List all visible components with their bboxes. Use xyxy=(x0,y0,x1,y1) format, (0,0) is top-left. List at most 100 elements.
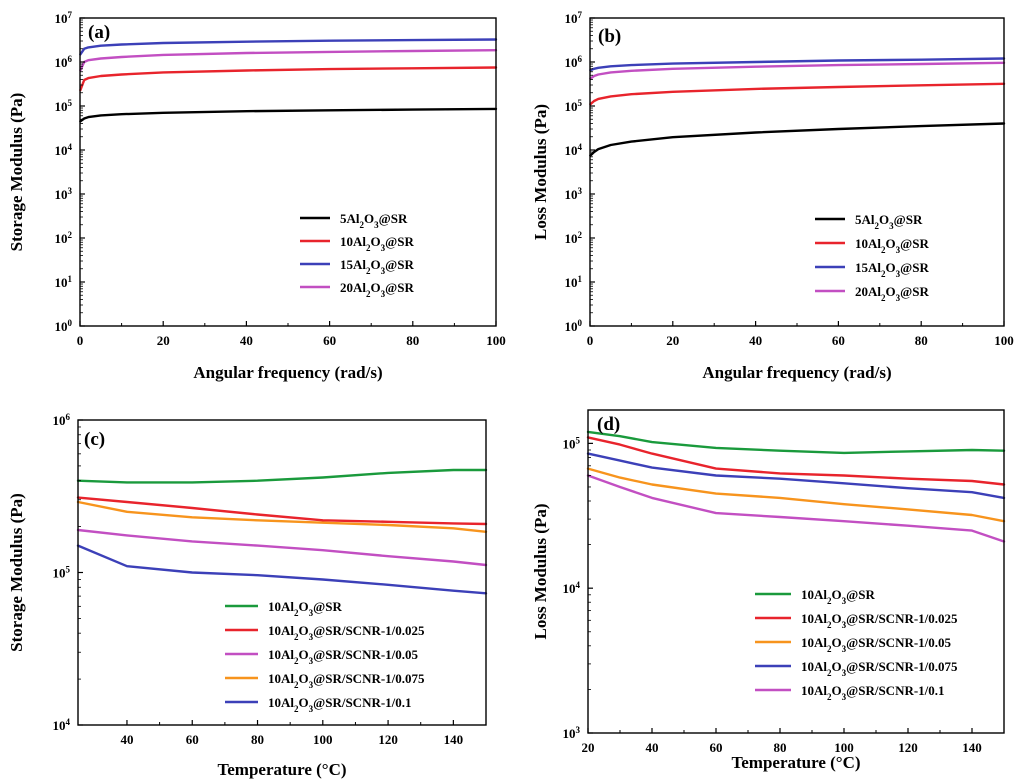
panel-label: (d) xyxy=(597,414,620,435)
y-tick-label: 103 xyxy=(55,186,73,202)
x-tick-label: 140 xyxy=(444,732,464,747)
chart-panel-c: 40 60 80 100 120 140 104 105 106 Temperature (°C)… xyxy=(7,412,488,779)
series-line-3 xyxy=(589,61,1006,80)
y-axis-label: Loss Modulus (Pa) xyxy=(531,104,550,240)
y-tick-label: 104 xyxy=(55,142,73,158)
x-tick-label: 20 xyxy=(157,333,170,348)
x-tick-label: 0 xyxy=(587,333,594,348)
series-line-0 xyxy=(79,107,498,123)
legend-label: 20Al2O3@SR xyxy=(855,284,929,303)
y-tick-label: 104 xyxy=(563,580,581,596)
legend-label: 10Al2O3@SR/SCNR-1/0.075 xyxy=(801,659,958,678)
y-tick-label: 102 xyxy=(565,230,583,246)
y-tick-label: 104 xyxy=(565,142,583,158)
x-tick-label: 100 xyxy=(994,333,1014,348)
x-tick-label: 40 xyxy=(646,740,659,755)
x-tick-label: 120 xyxy=(378,732,398,747)
x-tick-label: 20 xyxy=(582,740,595,755)
y-tick-label: 101 xyxy=(55,274,73,290)
legend-label: 10Al2O3@SR/SCNR-1/0.1 xyxy=(801,683,945,702)
y-tick-label: 105 xyxy=(53,565,71,581)
series-line-4 xyxy=(586,474,1006,543)
y-tick-label: 100 xyxy=(565,318,583,334)
y-tick-label: 103 xyxy=(563,725,581,741)
x-tick-label: 80 xyxy=(251,732,264,747)
legend-label: 5Al2O3@SR xyxy=(855,212,923,231)
y-tick-label: 100 xyxy=(55,318,73,334)
legend-label: 10Al2O3@SR/SCNR-1/0.025 xyxy=(801,611,958,630)
legend-label: 10Al2O3@SR xyxy=(340,234,414,253)
y-tick-label: 101 xyxy=(565,274,583,290)
x-tick-label: 80 xyxy=(774,740,787,755)
legend-label: 15Al2O3@SR xyxy=(340,257,414,276)
legend-label: 15Al2O3@SR xyxy=(855,260,929,279)
y-axis-label: Loss Modulus (Pa) xyxy=(531,503,550,639)
legend-label: 10Al2O3@SR/SCNR-1/0.05 xyxy=(268,647,419,666)
series-line-1 xyxy=(79,66,498,92)
legend-label: 5Al2O3@SR xyxy=(340,211,408,230)
series-line-0 xyxy=(76,468,488,484)
chart-panel-b: 0 20 40 60 80 100 100 101 102 103 104 105 106 107 Angu… xyxy=(531,10,1014,382)
y-tick-label: 105 xyxy=(55,98,73,114)
series-line-2 xyxy=(589,57,1006,72)
series-line-4 xyxy=(76,544,488,595)
y-tick-label: 104 xyxy=(53,717,71,733)
series-line-3 xyxy=(586,452,1006,500)
plot-frame xyxy=(587,409,1005,734)
y-axis-label: Storage Modulus (Pa) xyxy=(7,93,26,252)
plot-frame xyxy=(79,17,497,327)
y-tick-label: 107 xyxy=(55,10,73,26)
series-line-2 xyxy=(76,528,488,567)
x-tick-label: 60 xyxy=(186,732,199,747)
series-line-0 xyxy=(589,122,1006,157)
x-tick-label: 120 xyxy=(898,740,918,755)
x-axis-label: Temperature (°C) xyxy=(731,753,860,772)
legend-label: 10Al2O3@SR/SCNR-1/0.1 xyxy=(268,695,412,714)
chart-panel-d: 20 40 60 80 100 120 140 103 104 105 Temperature (°… xyxy=(531,409,1006,772)
panel-label: (c) xyxy=(84,429,105,450)
x-axis-label: Angular frequency (rad/s) xyxy=(193,363,382,382)
legend-label: 10Al2O3@SR xyxy=(801,587,875,606)
series-line-2 xyxy=(79,38,498,56)
y-tick-label: 106 xyxy=(565,54,583,70)
series-line-0 xyxy=(586,430,1006,455)
series-line-1 xyxy=(76,496,488,526)
y-axis-label: Storage Modulus (Pa) xyxy=(7,493,26,652)
series-line-3 xyxy=(76,500,488,533)
legend-label: 20Al2O3@SR xyxy=(340,280,414,299)
x-axis-label: Temperature (°C) xyxy=(217,760,346,779)
x-tick-label: 60 xyxy=(323,333,336,348)
y-tick-label: 107 xyxy=(565,10,583,26)
x-tick-label: 0 xyxy=(77,333,84,348)
series-line-2 xyxy=(586,467,1006,523)
panel-label: (b) xyxy=(598,26,621,47)
series-line-3 xyxy=(79,49,498,72)
x-tick-label: 60 xyxy=(710,740,723,755)
x-tick-label: 40 xyxy=(120,732,133,747)
legend-label: 10Al2O3@SR/SCNR-1/0.075 xyxy=(268,671,425,690)
x-tick-label: 60 xyxy=(832,333,845,348)
x-tick-label: 100 xyxy=(313,732,333,747)
x-tick-label: 40 xyxy=(240,333,253,348)
y-tick-label: 106 xyxy=(53,412,71,428)
y-tick-label: 103 xyxy=(565,186,583,202)
series-line-1 xyxy=(589,82,1006,106)
y-tick-label: 105 xyxy=(565,98,583,114)
x-axis-label: Angular frequency (rad/s) xyxy=(702,363,891,382)
x-tick-label: 20 xyxy=(666,333,679,348)
legend-label: 10Al2O3@SR/SCNR-1/0.025 xyxy=(268,623,425,642)
chart-panel-a: 0 20 40 60 80 100 100 101 102 103 104 105 106 107 Angu… xyxy=(7,10,506,382)
panel-label: (a) xyxy=(88,22,110,43)
x-tick-label: 100 xyxy=(486,333,506,348)
legend-label: 10Al2O3@SR xyxy=(268,599,342,618)
legend-label: 10Al2O3@SR xyxy=(855,236,929,255)
x-tick-label: 40 xyxy=(749,333,762,348)
y-tick-label: 102 xyxy=(55,230,73,246)
legend-label: 10Al2O3@SR/SCNR-1/0.05 xyxy=(801,635,952,654)
x-tick-label: 80 xyxy=(915,333,928,348)
x-tick-label: 100 xyxy=(834,740,854,755)
y-tick-label: 105 xyxy=(563,435,581,451)
y-tick-label: 106 xyxy=(55,54,73,70)
x-tick-label: 80 xyxy=(406,333,419,348)
